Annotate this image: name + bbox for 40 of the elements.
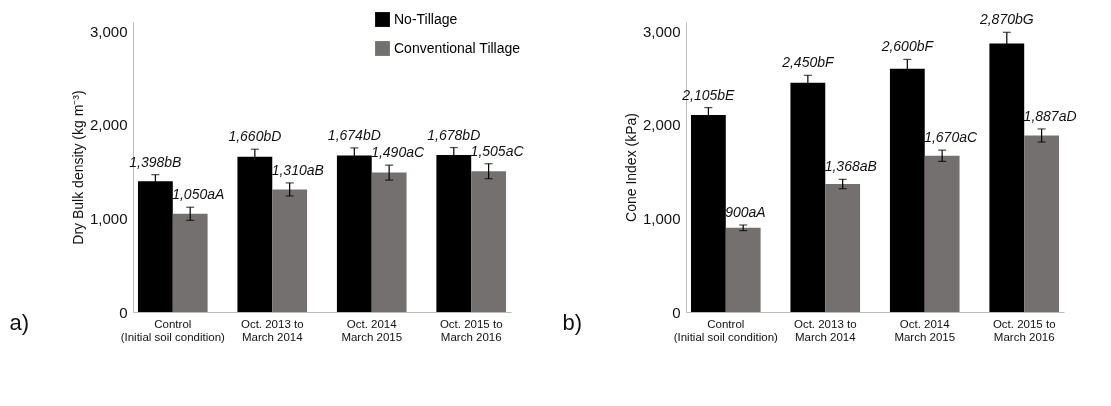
bar: [825, 184, 861, 312]
bar: [924, 155, 960, 312]
data-label: 2,870bG: [978, 11, 1034, 28]
x-tick-label: Oct. 2013 to March 2014: [240, 317, 304, 343]
x-tick-label: Oct. 2015 to March 2016: [439, 317, 503, 343]
x-tick-label: Oct. 2014 March 2015: [341, 317, 403, 343]
legend-label: No-Tillage: [394, 10, 458, 27]
data-label: 1,660bD: [228, 128, 282, 145]
data-label: 1,310aB: [271, 161, 324, 178]
y-tick-label: 2,000: [642, 116, 681, 134]
bar: [371, 172, 407, 312]
data-label: 1,398bB: [129, 153, 182, 170]
y-tick-label: 3,000: [642, 22, 681, 40]
data-label: 2,105bE: [681, 86, 736, 103]
x-tick-label: Oct. 2015 to March 2016: [992, 317, 1056, 343]
data-label: 1,490aC: [371, 144, 425, 161]
y-tick-label: 1,000: [89, 209, 128, 227]
y-tick-label: 3,000: [89, 22, 128, 40]
legend-label: Conventional Tillage: [394, 39, 521, 56]
data-label: 900aA: [725, 204, 766, 220]
text: b): [562, 310, 583, 335]
data-label: 1,674bD: [327, 126, 381, 143]
data-label: 2,600bF: [880, 38, 935, 55]
text: a): [9, 310, 30, 335]
bar: [471, 171, 507, 312]
y-tick-label: 1,000: [642, 209, 681, 227]
y-axis-title: Cone Index (kPa): [622, 113, 639, 222]
data-label: 1,505aC: [470, 142, 525, 159]
bar: [172, 213, 208, 312]
y-tick-label: 2,000: [89, 116, 128, 134]
data-label: 2,450bF: [781, 54, 835, 71]
x-tick-label: Oct. 2014 March 2015: [894, 317, 956, 343]
bar: [1024, 135, 1060, 312]
x-tick-label: Oct. 2013 to March 2014: [793, 317, 857, 343]
bar: [272, 189, 308, 312]
bar: [725, 227, 761, 312]
data-label: 1,678bD: [427, 126, 481, 143]
y-axis-title: Dry Bulk density (kg m⁻³): [69, 90, 86, 245]
data-label: 1,887aD: [1023, 107, 1077, 124]
data-label: 1,368aB: [824, 158, 877, 175]
